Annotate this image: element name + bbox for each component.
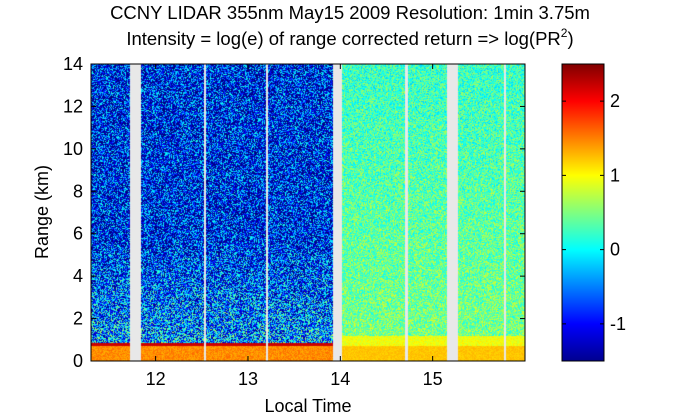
colorbar-ticks: -1 0 1 2	[562, 91, 626, 334]
y-tick-label: 8	[73, 181, 83, 201]
y-tick-label: 0	[73, 351, 83, 371]
y-tick-label: 2	[73, 309, 83, 329]
x-tick-label: 13	[238, 369, 258, 389]
y-tick-label: 14	[63, 54, 83, 74]
heatmap-image	[91, 64, 525, 361]
x-tick-label: 14	[330, 369, 350, 389]
subtitle-text: Intensity = log(e) of range corrected re…	[126, 28, 561, 49]
chart-subtitle: Intensity = log(e) of range corrected re…	[0, 25, 700, 50]
colorbar: -1 0 1 2	[561, 63, 626, 362]
colorbar-tick-label: 0	[610, 240, 620, 260]
y-axis: 0 2 4 6 8 10 12 14	[63, 54, 525, 371]
y-tick-label: 10	[63, 139, 83, 159]
x-tick-label: 12	[146, 369, 166, 389]
colorbar-frame	[561, 63, 605, 362]
x-axis: 12 13 14 15	[146, 64, 443, 389]
x-tick-label: 15	[423, 369, 443, 389]
x-axis-label: Local Time	[264, 396, 351, 416]
chart-title: CCNY LIDAR 355nm May15 2009 Resolution: …	[110, 2, 590, 23]
heatmap	[91, 64, 525, 361]
subtitle-suffix: )	[567, 28, 574, 49]
subtitle-superscript: 2	[560, 25, 568, 40]
colorbar-tick-label: 2	[610, 91, 620, 111]
y-tick-label: 6	[73, 224, 83, 244]
y-axis-label: Range (km)	[32, 165, 52, 259]
y-tick-label: 12	[63, 96, 83, 116]
y-tick-label: 4	[73, 266, 83, 286]
colorbar-gradient	[562, 64, 604, 361]
colorbar-tick-label: -1	[610, 314, 626, 334]
plot-frame	[90, 63, 526, 362]
colorbar-tick-label: 1	[610, 165, 620, 185]
